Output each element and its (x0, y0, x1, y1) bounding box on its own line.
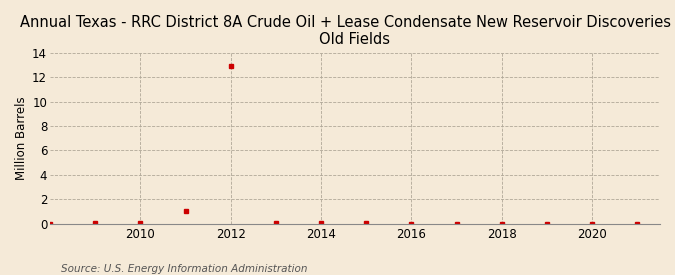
Text: Source: U.S. Energy Information Administration: Source: U.S. Energy Information Administ… (61, 264, 307, 274)
Y-axis label: Million Barrels: Million Barrels (15, 96, 28, 180)
Title: Annual Texas - RRC District 8A Crude Oil + Lease Condensate New Reservoir Discov: Annual Texas - RRC District 8A Crude Oil… (20, 15, 675, 47)
